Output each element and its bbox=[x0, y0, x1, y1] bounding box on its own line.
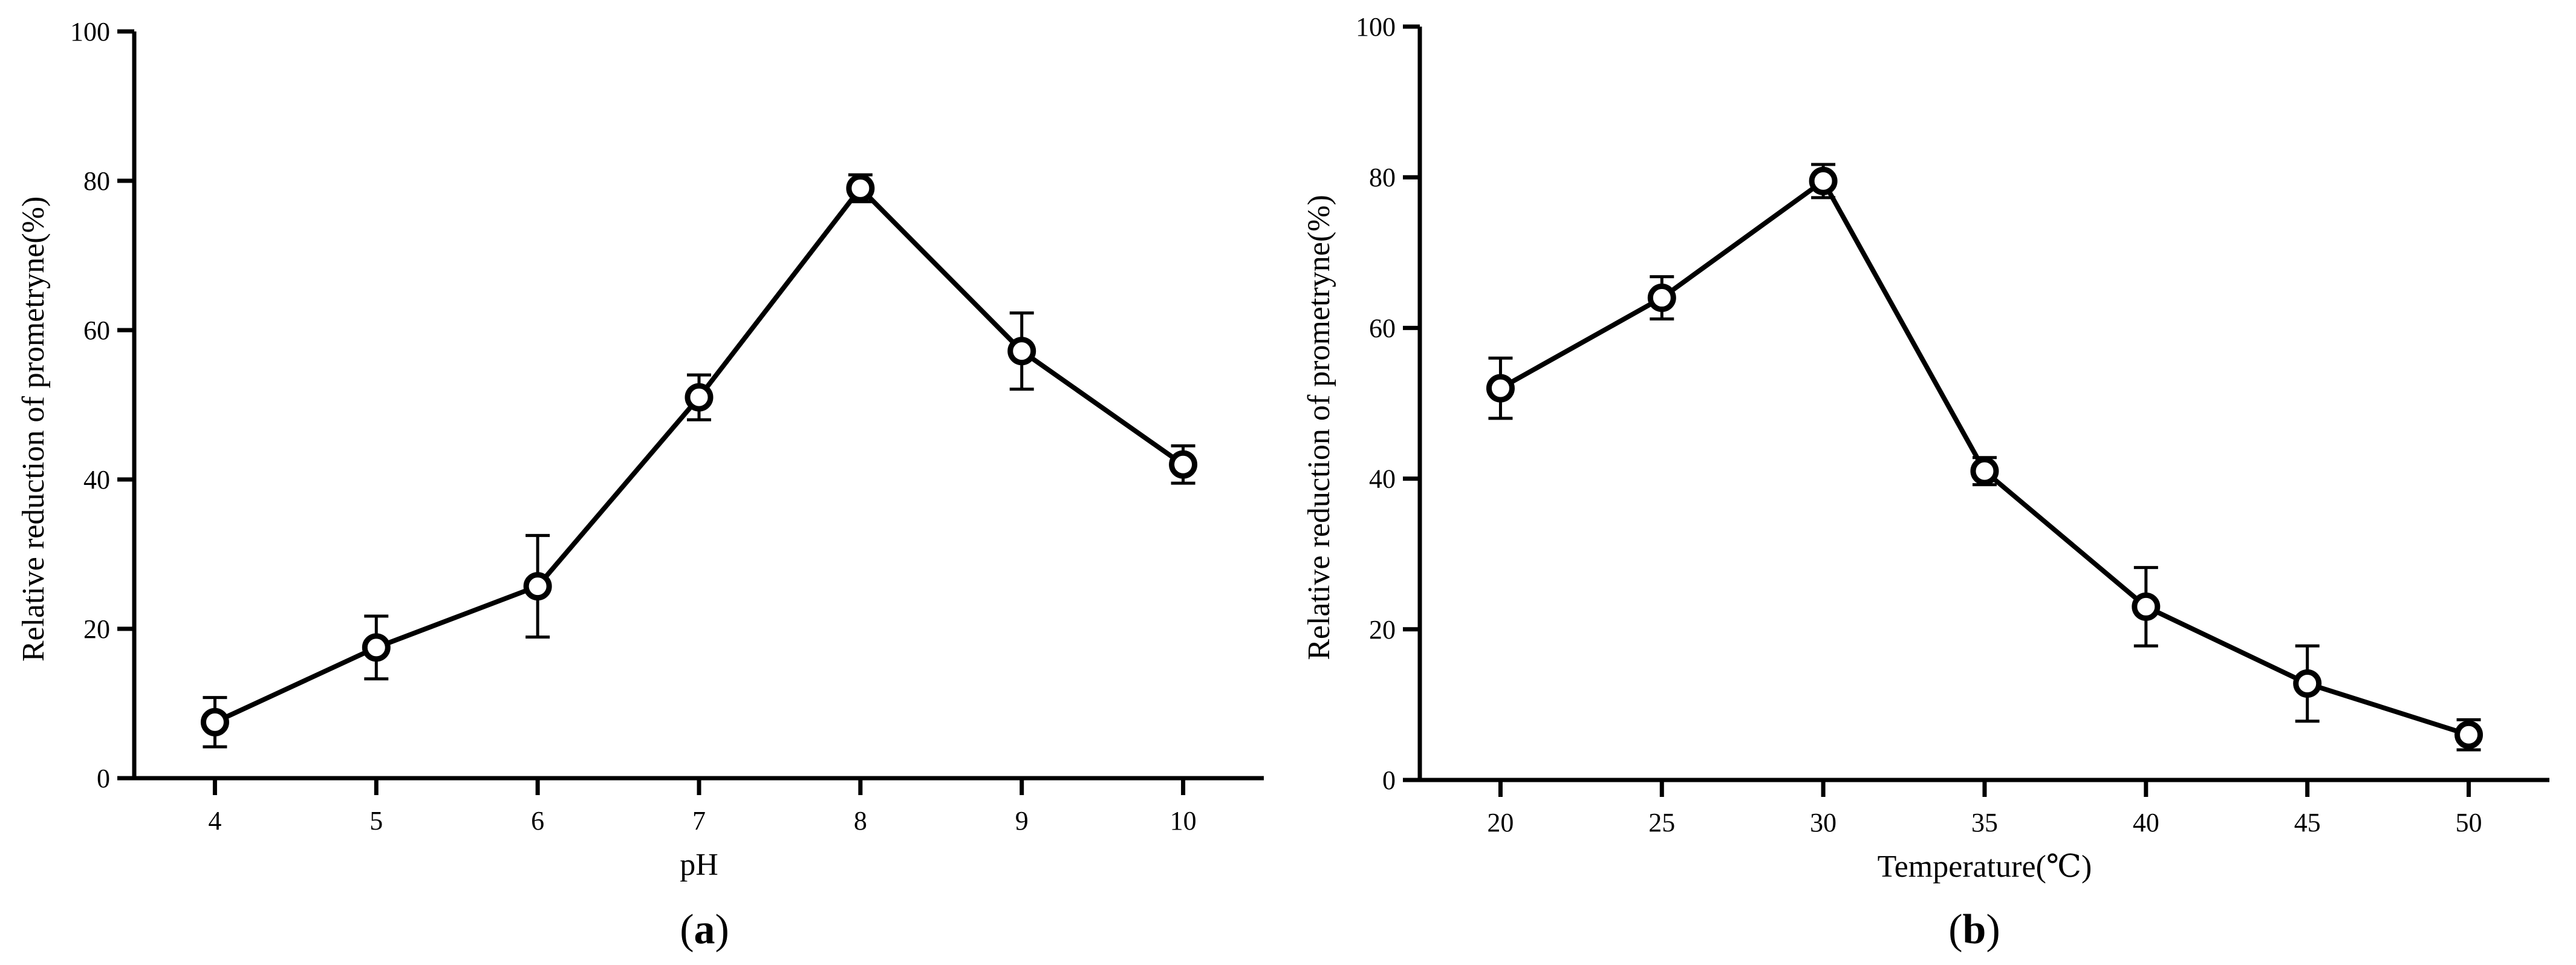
panel-b-chart: 0 20 40 60 80 100 20 25 30 35 40 45 50 Temperature(℃)… bbox=[1302, 12, 2549, 953]
y-tick-label: 0 bbox=[97, 764, 110, 793]
y-tick-label: 40 bbox=[1369, 464, 1396, 494]
data-point bbox=[1169, 450, 1198, 479]
x-tick-label: 6 bbox=[531, 806, 544, 836]
data-point bbox=[200, 707, 229, 736]
data-point bbox=[362, 633, 391, 662]
y-tick-label: 60 bbox=[83, 316, 110, 345]
x-tick-label: 40 bbox=[2133, 808, 2159, 837]
x-tick-label: 25 bbox=[1648, 808, 1675, 837]
x-tick-label: 35 bbox=[1971, 808, 1998, 837]
data-point bbox=[846, 174, 875, 203]
y-tick-label: 80 bbox=[83, 166, 110, 196]
x-tick-label: 20 bbox=[1487, 808, 1514, 837]
y-axis-label: Relative reduction of prometryne(%) bbox=[1302, 195, 1336, 660]
y-tick-label: 40 bbox=[83, 465, 110, 495]
x-tick-label: 9 bbox=[1015, 806, 1029, 836]
y-tick-label: 100 bbox=[70, 17, 110, 47]
data-point bbox=[2132, 592, 2161, 621]
x-tick-label: 50 bbox=[2456, 808, 2482, 837]
x-tick-label: 4 bbox=[208, 806, 221, 836]
x-tick-label: 30 bbox=[1810, 808, 1836, 837]
x-axis-label: pH bbox=[680, 848, 718, 882]
x-tick-label: 8 bbox=[854, 806, 867, 836]
panel-a-chart: 0 20 40 60 80 100 4 5 6 7 8 9 10 pH Relative reduction… bbox=[16, 17, 1264, 953]
data-point bbox=[2293, 669, 2322, 698]
y-tick-label: 20 bbox=[83, 614, 110, 644]
x-tick-label: 5 bbox=[369, 806, 383, 836]
y-tick-label: 80 bbox=[1369, 163, 1396, 192]
data-point bbox=[685, 383, 714, 412]
x-axis-label: Temperature(℃) bbox=[1878, 850, 2092, 884]
x-tick-label: 45 bbox=[2294, 808, 2321, 837]
data-point bbox=[1970, 457, 1999, 486]
data-point bbox=[1007, 337, 1036, 366]
data-point bbox=[1809, 166, 1838, 195]
panel-label: (b) bbox=[1948, 906, 2000, 953]
panel-label: (a) bbox=[680, 906, 729, 953]
data-point bbox=[1647, 284, 1676, 313]
y-tick-label: 0 bbox=[1382, 765, 1396, 795]
data-point bbox=[1486, 374, 1515, 403]
x-tick-label: 7 bbox=[692, 806, 706, 836]
y-axis-label: Relative reduction of prometryne(%) bbox=[16, 197, 51, 662]
series-line bbox=[213, 186, 1185, 725]
y-tick-label: 60 bbox=[1369, 313, 1396, 343]
y-tick-label: 20 bbox=[1369, 615, 1396, 645]
y-tick-label: 100 bbox=[1356, 12, 1396, 42]
data-point bbox=[523, 572, 552, 601]
x-tick-label: 10 bbox=[1170, 806, 1197, 836]
data-point bbox=[2454, 720, 2483, 749]
